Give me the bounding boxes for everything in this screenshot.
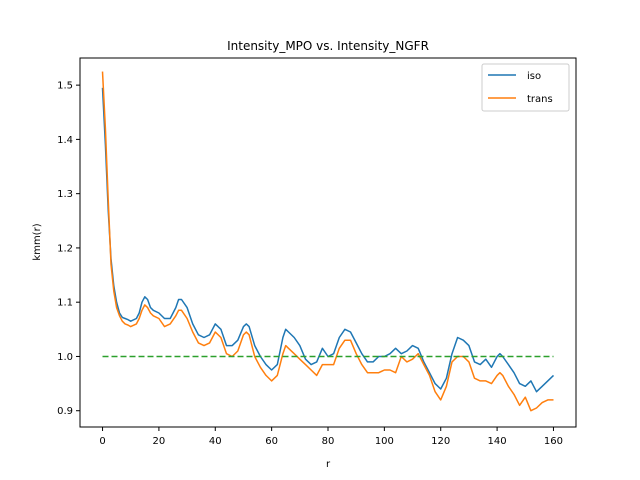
chart-title: Intensity_MPO vs. Intensity_NGFR xyxy=(227,39,429,53)
legend-box xyxy=(481,63,570,112)
x-tick-label: 100 xyxy=(375,436,394,447)
y-tick-label: 1.5 xyxy=(57,81,73,92)
x-tick-label: 80 xyxy=(322,436,335,447)
legend: iso trans xyxy=(481,63,570,112)
y-tick-label: 1.3 xyxy=(57,189,73,200)
legend-iso-label: iso xyxy=(527,71,541,82)
axis-ticks: 0 20 40 60 80 100 120 140 160 0.9 1.0 1.1 1.2 1.3 1.4 1… xyxy=(57,81,563,447)
x-tick-label: 120 xyxy=(431,436,450,447)
y-tick-label: 0.9 xyxy=(57,406,73,417)
y-axis-label: kmm(r) xyxy=(32,223,43,260)
x-tick-label: 140 xyxy=(488,436,507,447)
x-tick-label: 40 xyxy=(209,436,222,447)
x-axis-label: r xyxy=(326,459,331,470)
y-tick-label: 1.0 xyxy=(57,352,73,363)
x-tick-label: 20 xyxy=(153,436,166,447)
x-tick-label: 60 xyxy=(265,436,278,447)
legend-trans-label: trans xyxy=(527,94,553,105)
y-tick-label: 1.2 xyxy=(57,243,73,254)
x-tick-label: 160 xyxy=(544,436,563,447)
series-line-trans xyxy=(101,71,554,412)
y-tick-label: 1.4 xyxy=(57,135,73,146)
x-tick-label: 0 xyxy=(99,436,105,447)
y-tick-label: 1.1 xyxy=(57,298,73,309)
plot-area xyxy=(101,71,555,412)
